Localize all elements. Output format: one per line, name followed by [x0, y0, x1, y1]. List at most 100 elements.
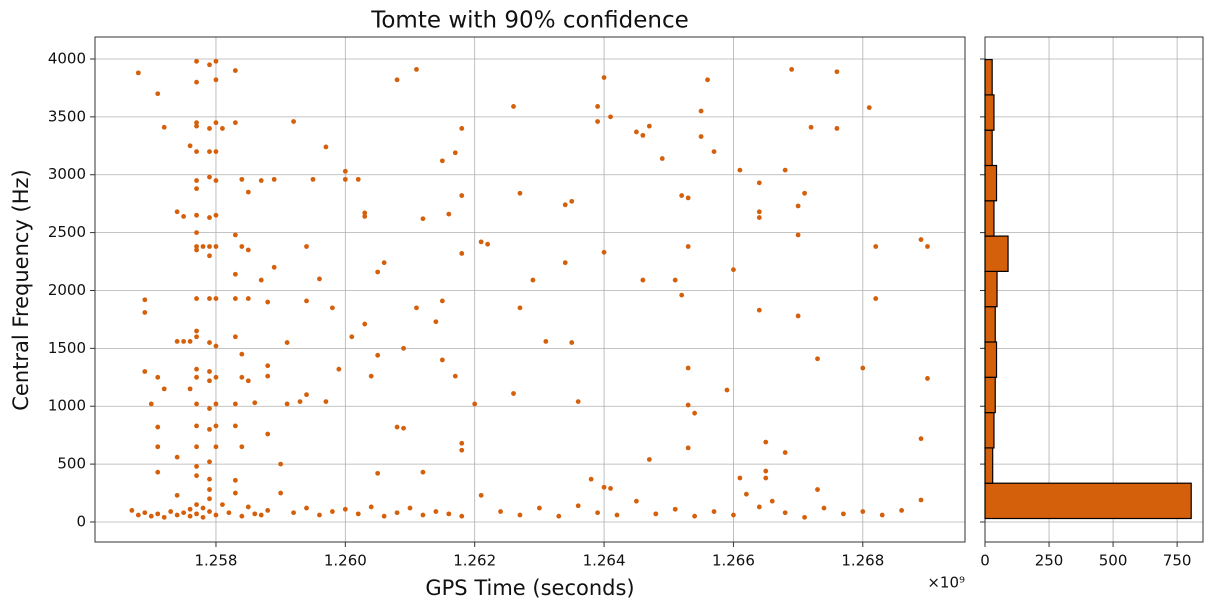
point — [174, 339, 180, 344]
point — [194, 423, 199, 429]
x-tick-label: 500 — [1099, 552, 1128, 570]
point — [200, 244, 206, 249]
point — [472, 401, 478, 407]
y-tick-label: 4000 — [48, 49, 86, 67]
point — [232, 68, 238, 73]
point — [640, 132, 646, 138]
point — [194, 502, 199, 508]
point — [517, 305, 523, 311]
point — [782, 510, 788, 516]
point — [879, 512, 885, 518]
plot-frame — [984, 36, 1204, 543]
histogram-bar — [984, 58, 993, 96]
point — [304, 505, 309, 511]
point — [239, 444, 245, 450]
point — [239, 513, 245, 519]
point — [815, 487, 820, 492]
point — [194, 149, 199, 154]
point — [232, 232, 238, 238]
x-tick-label: 750 — [1163, 552, 1192, 570]
point — [614, 512, 620, 518]
point — [155, 469, 161, 475]
point — [148, 513, 154, 519]
x-tick-label: 1.258 — [194, 552, 237, 570]
point — [575, 399, 581, 405]
histogram-bar — [984, 482, 1192, 520]
point — [401, 345, 406, 351]
point — [459, 193, 465, 198]
y-tick-label: 500 — [57, 455, 86, 473]
point — [763, 439, 769, 445]
point — [194, 212, 199, 218]
histogram-bar — [984, 270, 998, 308]
point — [187, 513, 193, 519]
point — [899, 508, 905, 513]
point — [724, 387, 730, 393]
point — [659, 156, 665, 161]
point — [815, 356, 820, 362]
x-tick-label: 1.266 — [712, 552, 755, 570]
x-offset-label: ×10⁹ — [927, 574, 965, 592]
point — [756, 307, 762, 313]
y-tick-label: 2500 — [48, 223, 86, 241]
point — [194, 244, 199, 249]
point — [329, 509, 335, 514]
point — [239, 374, 245, 380]
point — [756, 504, 762, 510]
point — [452, 150, 458, 156]
point — [194, 186, 199, 192]
point — [414, 67, 419, 72]
chart-title: Tomte with 90% confidence — [370, 8, 689, 34]
point — [569, 340, 575, 345]
point — [207, 509, 212, 514]
point — [634, 498, 639, 504]
x-tick-label: 1.268 — [841, 552, 884, 570]
point — [232, 477, 238, 483]
point — [317, 512, 322, 518]
point — [142, 310, 148, 315]
point — [174, 454, 180, 460]
point — [323, 399, 329, 405]
point — [207, 369, 212, 374]
point — [808, 124, 814, 130]
point — [129, 508, 135, 513]
point — [194, 230, 199, 236]
point — [155, 444, 161, 450]
point — [220, 502, 225, 508]
point — [213, 58, 219, 64]
point — [232, 296, 238, 301]
point — [601, 249, 607, 255]
point — [543, 339, 549, 344]
point — [420, 512, 426, 518]
point — [291, 119, 296, 124]
point — [194, 334, 199, 340]
point — [239, 176, 245, 182]
point — [142, 510, 148, 516]
point — [168, 509, 174, 514]
point — [207, 476, 212, 482]
point — [232, 423, 238, 429]
point — [685, 195, 691, 201]
point — [174, 209, 180, 215]
point — [284, 340, 290, 345]
point — [304, 244, 309, 249]
point — [207, 244, 212, 249]
point — [478, 239, 484, 245]
point — [556, 513, 562, 519]
histogram-bar — [984, 94, 995, 131]
point — [265, 431, 271, 437]
point — [142, 369, 148, 374]
point — [342, 176, 348, 182]
y-tick-label: 1500 — [48, 339, 86, 357]
point — [213, 343, 219, 349]
point — [446, 511, 452, 517]
point — [763, 468, 769, 474]
point — [187, 506, 193, 512]
point — [252, 400, 258, 406]
point — [194, 473, 199, 479]
point — [207, 406, 212, 411]
point — [685, 244, 691, 249]
x-tick-label: 0 — [980, 552, 990, 570]
point — [291, 510, 296, 516]
point — [207, 174, 212, 180]
